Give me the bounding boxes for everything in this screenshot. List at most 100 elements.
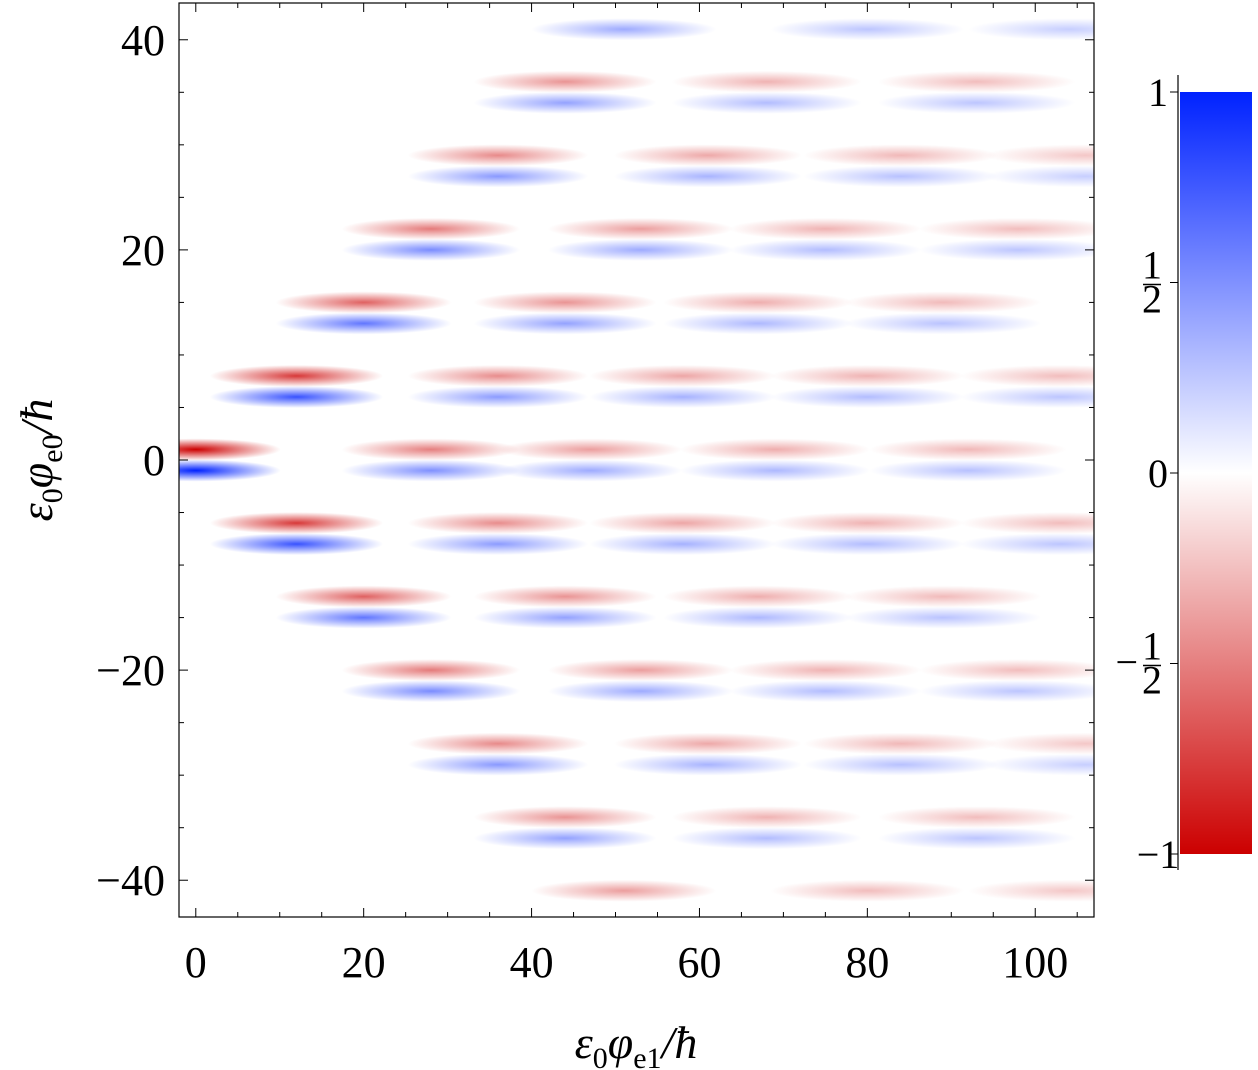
stripe-negative-6-2 [729,659,922,682]
stripe-negative-10-1 [671,806,862,829]
stripe-positive-7-2 [803,165,999,188]
stripe-negative-7-2 [803,144,999,167]
stripe-negative-9-2 [877,70,1076,93]
stripe-positive-3-1 [473,312,657,335]
stripe-positive-6-1 [547,680,734,703]
stripe-positive-0-2 [498,459,683,482]
stripe-negative-0-0 [179,438,281,461]
stripe-positive-6-0 [341,680,521,703]
stripe-negative-1-3 [770,364,965,387]
y-tick-label: −40 [96,856,165,905]
colorbar-fraction-denominator: 2 [1142,277,1162,322]
colorbar-tick-label: −1 [1137,832,1180,877]
heatmap-stripes [179,18,1094,902]
colorbar-tick-label: 0 [1148,451,1168,496]
stripe-positive-2-3 [770,533,965,556]
stripe-negative-1-4 [960,364,1094,387]
stripe-positive-8-0 [407,753,589,776]
stripe-negative-7-3 [984,144,1094,167]
colorbar-fraction-numerator: 1 [1142,624,1162,669]
stripe-positive-4-1 [473,606,657,629]
stripe-negative-2-4 [960,512,1094,535]
stripe-positive-10-2 [877,827,1076,850]
y-axis-ticks: 40 20 0 −20 −40 [96,16,1094,905]
stripe-negative-10-0 [473,806,657,829]
x-tick-label: 80 [845,938,889,987]
stripe-positive-4-2 [663,606,854,629]
stripe-negative-8-3 [984,732,1094,755]
stripe-positive-7-3 [984,165,1094,188]
stripe-positive-8-2 [803,753,999,776]
stripe-negative-3-0 [275,291,452,314]
stripe-negative-6-3 [918,659,1094,682]
stripe-positive-6-3 [918,680,1094,703]
stripe-positive-0-3 [679,459,871,482]
stripe-positive-8-3 [984,753,1094,776]
stripe-negative-1-0 [209,364,384,387]
x-axis-ticks: 0 20 40 60 80 100 [185,3,1078,987]
stripe-positive-3-2 [663,312,854,335]
stripe-positive-1-2 [588,385,777,408]
stripe-negative-4-1 [473,585,657,608]
stripe-negative-4-2 [663,585,854,608]
colorbar-fraction-numerator: 1 [1142,243,1162,288]
stripe-positive-10-1 [671,827,862,850]
stripe-negative-3-3 [844,291,1042,314]
stripe-positive-5-0 [341,238,521,261]
colorbar-fraction-sign: − [1115,640,1138,685]
stripe-positive-1-1 [407,385,589,408]
stripe-negative-12-0 [531,879,717,902]
stripe-positive-9-0 [473,91,657,114]
stripe-negative-8-0 [407,732,589,755]
stripe-negative-6-1 [547,659,734,682]
stripe-negative-4-3 [844,585,1042,608]
y-tick-label: 0 [143,436,165,485]
stripe-negative-9-1 [671,70,862,93]
x-tick-label: 100 [1002,938,1068,987]
colorbar-fraction-denominator: 2 [1142,658,1162,703]
stripe-negative-2-2 [588,512,777,535]
stripe-negative-5-3 [918,217,1094,240]
stripe-negative-9-0 [473,70,657,93]
stripe-negative-5-2 [729,217,922,240]
stripe-positive-2-1 [407,533,589,556]
colorbar-gradient [1180,92,1252,854]
stripe-negative-0-2 [498,438,683,461]
stripe-positive-9-2 [877,91,1076,114]
stripe-positive-0-4 [869,459,1067,482]
x-tick-label: 20 [342,938,386,987]
colorbar-tick-label: 1 [1148,70,1168,115]
stripe-negative-3-1 [473,291,657,314]
stripe-positive-7-1 [613,165,803,188]
stripe-negative-0-1 [341,438,521,461]
stripe-negative-4-0 [275,585,452,608]
stripe-negative-8-2 [803,732,999,755]
stripe-positive-2-2 [588,533,777,556]
stripe-positive-2-4 [960,533,1094,556]
y-axis-title: ε0φe0/ħ [11,399,69,522]
stripe-negative-5-0 [341,217,521,240]
stripe-positive-1-0 [209,385,384,408]
stripe-positive-2-0 [209,533,384,556]
stripe-negative-2-1 [407,512,589,535]
stripe-positive-6-2 [729,680,922,703]
stripe-negative-7-0 [407,144,589,167]
stripe-positive-11-1 [770,18,965,41]
stripe-negative-8-1 [613,732,803,755]
stripe-positive-3-3 [844,312,1042,335]
stripe-positive-11-2 [968,18,1094,41]
stripe-negative-12-1 [770,879,965,902]
y-tick-label: −20 [96,646,165,695]
x-tick-label: 40 [510,938,554,987]
stripe-positive-1-3 [770,385,965,408]
x-tick-label: 0 [185,938,207,987]
stripe-negative-2-0 [209,512,384,535]
stripe-negative-6-0 [341,659,521,682]
stripe-positive-0-0 [179,459,281,482]
stripe-negative-3-2 [663,291,854,314]
stripe-negative-1-2 [588,364,777,387]
stripe-negative-7-1 [613,144,803,167]
